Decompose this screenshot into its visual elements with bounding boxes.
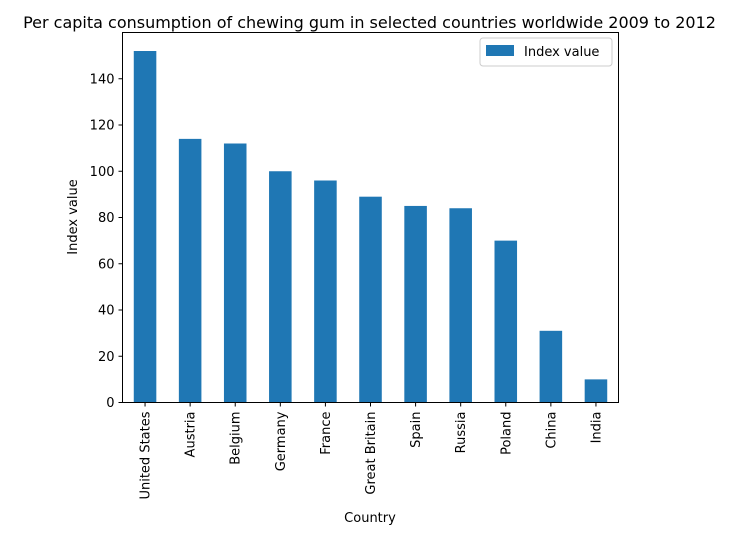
x-tick-label: Poland bbox=[499, 412, 514, 455]
bar-belgium bbox=[223, 143, 247, 403]
y-tick-label: 140 bbox=[90, 72, 115, 87]
x-tick-label: Russia bbox=[454, 412, 469, 454]
x-axis-label: Country bbox=[344, 511, 396, 526]
x-tick-label: Austria bbox=[184, 412, 199, 458]
y-tick-label: 100 bbox=[90, 165, 115, 180]
x-tick-label: Belgium bbox=[229, 412, 244, 465]
bar-united-states bbox=[133, 51, 157, 403]
bar-france bbox=[314, 180, 337, 403]
y-tick-label: 20 bbox=[98, 350, 115, 365]
bar-spain bbox=[404, 205, 427, 403]
bar-russia bbox=[449, 208, 472, 403]
y-tick-label: 80 bbox=[98, 211, 115, 226]
x-tick-label: Spain bbox=[409, 412, 424, 448]
bar-china bbox=[539, 330, 563, 403]
bar-poland bbox=[494, 240, 518, 403]
y-axis-ticks: 0 20 40 60 80 100 120 140 bbox=[90, 72, 123, 411]
bar-great-britain bbox=[359, 196, 382, 403]
bars-group bbox=[133, 51, 608, 403]
x-tick-label: United States bbox=[139, 411, 154, 499]
y-tick-label: 0 bbox=[106, 396, 114, 411]
legend-swatch bbox=[486, 45, 514, 56]
y-tick-label: 120 bbox=[90, 119, 115, 134]
x-tick-label: Germany bbox=[274, 411, 289, 471]
plot-frame bbox=[122, 32, 619, 403]
y-axis-label: Index value bbox=[66, 179, 81, 254]
x-axis-ticks: United States Austria Belgium Germany France… bbox=[139, 402, 604, 500]
x-tick-label: China bbox=[544, 412, 559, 449]
legend-label: Index value bbox=[524, 45, 599, 60]
x-tick-label: Great Britain bbox=[364, 412, 379, 495]
y-tick-label: 60 bbox=[98, 257, 115, 272]
legend: Index value bbox=[479, 37, 613, 67]
y-tick-label: 40 bbox=[98, 304, 115, 319]
bar-austria bbox=[178, 138, 202, 403]
bar-india bbox=[584, 379, 608, 403]
x-tick-label: India bbox=[589, 412, 604, 444]
bar-germany bbox=[269, 171, 292, 403]
x-tick-label: France bbox=[319, 412, 334, 455]
chart-title: Per capita consumption of chewing gum in… bbox=[23, 13, 716, 32]
